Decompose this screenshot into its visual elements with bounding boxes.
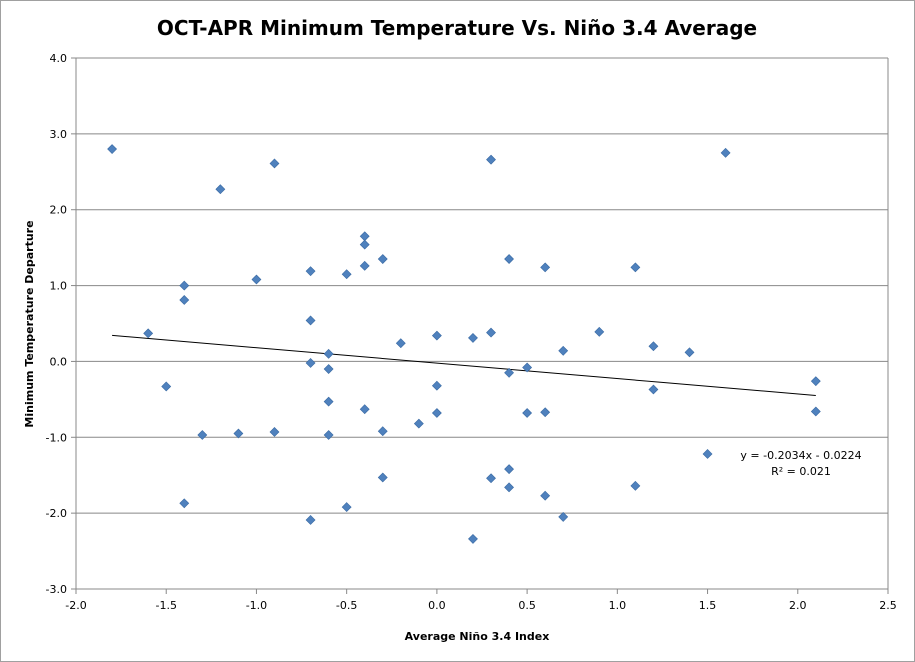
y-tick-labels: 4.0 3.0 2.0 1.0 0.0 -1.0 -2.0 -3.0 [46, 52, 67, 596]
data-point [431, 380, 442, 391]
data-point [522, 408, 533, 418]
data-point [341, 502, 352, 512]
y-tick-label: 0.0 [50, 355, 68, 368]
data-point [468, 332, 478, 343]
y-tick-label: -2.0 [46, 507, 67, 520]
data-point [648, 341, 659, 352]
data-point [143, 328, 154, 339]
x-tick-label: 0.5 [518, 599, 536, 612]
data-point [413, 418, 424, 429]
data-point [558, 512, 569, 522]
x-tick-label: -2.0 [65, 599, 86, 612]
data-point [341, 269, 352, 280]
data-point [504, 254, 514, 264]
data-point [359, 260, 370, 271]
trendline [112, 334, 816, 397]
data-point [305, 266, 316, 277]
data-point [431, 408, 442, 418]
data-point [486, 473, 496, 484]
y-tick-label: 2.0 [50, 204, 68, 217]
data-point [702, 449, 713, 459]
data-point [359, 231, 370, 242]
data-point [558, 345, 569, 356]
gridlines [76, 57, 888, 590]
data-point [323, 430, 334, 440]
data-point [486, 154, 496, 165]
data-point [305, 315, 316, 326]
trendline-equation: y = -0.2034x - 0.0224 [740, 449, 861, 462]
chart-title: OCT-APR Minimum Temperature Vs. Niño 3.4… [157, 16, 757, 40]
x-axis-title: Average Niño 3.4 Index [405, 630, 550, 643]
data-point [810, 406, 821, 417]
data-point [720, 147, 731, 158]
data-point [630, 480, 641, 491]
data-point [179, 498, 190, 509]
data-point [107, 144, 118, 154]
x-tick-labels: -2.0 -1.5 -1.0 -0.5 0.0 0.5 1.0 1.5 2.0 2.5 [65, 599, 896, 612]
x-tick-label: 2.5 [879, 599, 897, 612]
data-point [594, 326, 605, 337]
data-point [377, 254, 388, 264]
data-point [359, 239, 370, 250]
trendline-group [112, 334, 816, 397]
data-point [161, 381, 172, 392]
data-point [504, 482, 514, 493]
data-point [305, 515, 316, 525]
x-tick-label: -0.5 [336, 599, 357, 612]
data-point [359, 404, 370, 415]
axes [71, 57, 889, 594]
x-tick-label: 1.5 [699, 599, 717, 612]
data-point [504, 367, 514, 378]
data-point [233, 428, 244, 439]
data-point [305, 358, 316, 368]
data-point [810, 376, 821, 387]
data-point [395, 338, 406, 349]
data-point [323, 348, 334, 359]
x-tick-label: -1.5 [155, 599, 176, 612]
x-tick-label: 0.0 [428, 599, 446, 612]
data-points [107, 144, 821, 544]
data-point [197, 430, 208, 440]
r-squared-label: R² = 0.021 [771, 465, 831, 478]
data-point [540, 407, 551, 418]
data-point [323, 364, 334, 374]
data-point [648, 384, 659, 395]
data-point [251, 274, 262, 285]
data-point [179, 295, 190, 305]
data-point [684, 347, 695, 358]
y-tick-label: -1.0 [46, 431, 67, 444]
y-tick-label: 3.0 [50, 128, 68, 141]
data-point [540, 490, 551, 501]
y-tick-label: 1.0 [50, 280, 68, 293]
x-tick-label: 1.0 [609, 599, 627, 612]
data-point [630, 262, 641, 273]
data-point [323, 396, 334, 407]
data-point [377, 426, 388, 437]
data-point [269, 158, 280, 169]
data-point [468, 534, 478, 544]
data-point [522, 362, 533, 373]
data-point [269, 427, 280, 437]
x-tick-label: -1.0 [246, 599, 267, 612]
data-point [504, 464, 514, 475]
data-point [215, 184, 226, 195]
data-point [486, 327, 496, 338]
data-point [540, 262, 551, 273]
y-tick-label: 4.0 [50, 52, 68, 65]
data-point [431, 330, 442, 341]
data-point [179, 280, 190, 291]
x-tick-label: 2.0 [789, 599, 807, 612]
data-point [377, 472, 388, 483]
y-axis-title: Minimum Temperature Departure [23, 220, 36, 427]
y-tick-label: -3.0 [46, 583, 67, 596]
